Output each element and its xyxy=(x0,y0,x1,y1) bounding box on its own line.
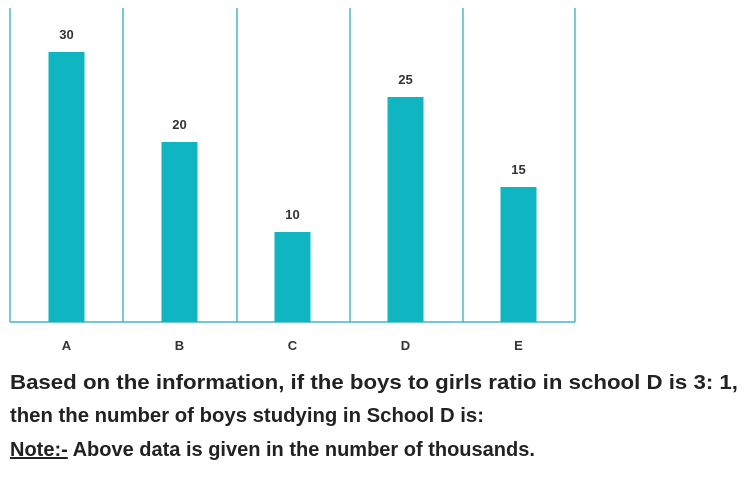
x-tick-label: E xyxy=(514,338,523,353)
bar xyxy=(387,97,424,322)
note: Note:- Above data is given in the number… xyxy=(10,439,535,461)
value-label: 30 xyxy=(59,27,73,42)
note-text: Above data is given in the number of tho… xyxy=(73,439,535,461)
bar xyxy=(48,52,85,322)
value-label: 25 xyxy=(398,72,412,87)
x-tick-label: D xyxy=(401,338,410,353)
bar xyxy=(274,232,311,322)
value-label: 20 xyxy=(172,117,186,132)
x-tick-label: B xyxy=(175,338,184,353)
note-label: Note:- xyxy=(10,439,68,461)
question-line: Based on the information, if the boys to… xyxy=(10,372,738,394)
bar xyxy=(161,142,198,322)
x-tick-label: C xyxy=(288,338,298,353)
value-label: 15 xyxy=(511,162,525,177)
question-line: then the number of boys studying in Scho… xyxy=(10,405,484,427)
value-label: 10 xyxy=(285,207,299,222)
x-tick-label: A xyxy=(62,338,72,353)
bar xyxy=(500,187,537,322)
